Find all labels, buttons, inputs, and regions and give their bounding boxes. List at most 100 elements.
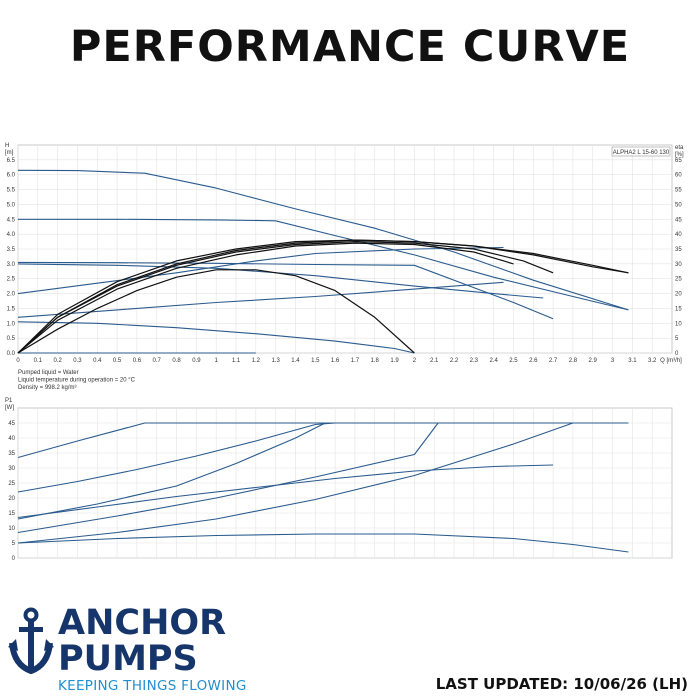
y-right-tick-label: 50 bbox=[675, 202, 682, 208]
y-tick-label: 1.0 bbox=[7, 321, 16, 327]
power-y-tick-label: 40 bbox=[8, 436, 15, 442]
x-tick-label: 2.1 bbox=[430, 358, 439, 364]
y-axis-label: H bbox=[5, 143, 9, 149]
power-y-tick-label: 0 bbox=[12, 556, 16, 562]
power-y-tick-label: 20 bbox=[8, 496, 15, 502]
y-right-tick-label: 25 bbox=[675, 277, 682, 283]
liquid-note-0: Pumped liquid = Water bbox=[18, 370, 79, 376]
x-tick-label: 1.7 bbox=[351, 358, 360, 364]
y-axis-unit: [m] bbox=[5, 150, 14, 156]
x-tick-label: 2.6 bbox=[529, 358, 538, 364]
head-curve-3 bbox=[17, 263, 544, 299]
y-right-tick-label: 55 bbox=[675, 188, 682, 194]
x-tick-label: 2 bbox=[413, 358, 417, 364]
y-tick-label: 2.5 bbox=[7, 277, 16, 283]
power-curve-4 bbox=[17, 422, 629, 534]
efficiency-curve-3 bbox=[17, 242, 514, 354]
x-tick-label: 1.8 bbox=[371, 358, 380, 364]
y-tick-label: 4.5 bbox=[7, 217, 16, 223]
model-label: ALPHA2 L 15-60 130 bbox=[613, 150, 670, 156]
y-tick-label: 3.0 bbox=[7, 262, 16, 268]
power-y-tick-label: 25 bbox=[8, 481, 15, 487]
model-label-box bbox=[611, 146, 671, 157]
y-right-tick-label: 65 bbox=[675, 158, 682, 164]
power-y-tick-label: 10 bbox=[8, 526, 15, 532]
x-tick-label: 3.2 bbox=[648, 358, 657, 364]
anchor-icon bbox=[8, 607, 54, 675]
efficiency-curve-1 bbox=[17, 239, 629, 354]
y-tick-label: 6.0 bbox=[7, 173, 16, 179]
x-tick-label: 0.5 bbox=[113, 358, 122, 364]
y-right-tick-label: 20 bbox=[675, 292, 682, 298]
power-curve-0 bbox=[17, 422, 629, 459]
brand-tagline: KEEPING THINGS FLOWING bbox=[58, 678, 247, 694]
y-right-axis-label: eta bbox=[675, 145, 684, 151]
power-curve-1 bbox=[17, 422, 629, 493]
y-tick-label: 4.0 bbox=[7, 232, 16, 238]
x-tick-label: 2.9 bbox=[589, 358, 598, 364]
x-tick-label: 2.7 bbox=[549, 358, 558, 364]
x-tick-label: 0.1 bbox=[34, 358, 43, 364]
efficiency-curve-2 bbox=[17, 240, 554, 354]
x-axis-label: Q [m³/h] bbox=[660, 358, 682, 364]
liquid-note-1: Liquid temperature during operation = 20… bbox=[18, 378, 136, 384]
head-curve-4 bbox=[17, 246, 504, 295]
power-y-tick-label: 30 bbox=[8, 466, 15, 472]
x-tick-label: 2.3 bbox=[470, 358, 479, 364]
y-right-tick-label: 15 bbox=[675, 306, 682, 312]
head-curve-2 bbox=[17, 261, 554, 320]
power-curve-6 bbox=[17, 533, 629, 553]
x-tick-label: 0 bbox=[16, 358, 20, 364]
power-y-tick-label: 35 bbox=[8, 451, 15, 457]
x-tick-label: 0.7 bbox=[153, 358, 162, 364]
power-y-tick-label: 5 bbox=[12, 541, 16, 547]
x-tick-label: 0.9 bbox=[192, 358, 201, 364]
head-curve-5 bbox=[17, 281, 504, 318]
y-tick-label: 3.5 bbox=[7, 247, 16, 253]
power-y-tick-label: 15 bbox=[8, 511, 15, 517]
x-tick-label: 0.6 bbox=[133, 358, 142, 364]
x-tick-label: 1.1 bbox=[232, 358, 241, 364]
x-tick-label: 3.1 bbox=[628, 358, 637, 364]
performance-chart: 0 0.1 0.2 0.3 0.4 0.5 0.6 0.7 0.8 0.9 1 1.1 1.2 1.3 1.… bbox=[5, 143, 684, 562]
power-y-axis-unit: [W] bbox=[5, 405, 14, 411]
y-tick-label: 0.0 bbox=[7, 351, 16, 357]
last-updated: LAST UPDATED: 10/06/26 (LH) bbox=[435, 675, 688, 693]
y-right-tick-label: 45 bbox=[675, 217, 682, 223]
x-tick-label: 1.5 bbox=[311, 358, 320, 364]
y-right-tick-label: 0 bbox=[675, 351, 679, 357]
x-tick-label: 2.2 bbox=[450, 358, 459, 364]
x-tick-label: 1.9 bbox=[390, 358, 399, 364]
y-right-tick-label: 30 bbox=[675, 262, 682, 268]
head-curve-1 bbox=[18, 218, 629, 311]
y-tick-label: 1.5 bbox=[7, 306, 16, 312]
power-y-axis-label: P1 bbox=[5, 398, 13, 404]
x-tick-label: 0.3 bbox=[73, 358, 82, 364]
x-tick-label: 3 bbox=[611, 358, 615, 364]
y-tick-label: 6.5 bbox=[7, 158, 16, 164]
x-tick-label: 1 bbox=[215, 358, 219, 364]
head-curve-6 bbox=[17, 321, 415, 354]
x-tick-label: 1.3 bbox=[271, 358, 280, 364]
y-right-tick-label: 10 bbox=[675, 321, 682, 327]
x-tick-label: 2.4 bbox=[489, 358, 498, 364]
x-tick-label: 0.2 bbox=[53, 358, 62, 364]
y-tick-label: 5.5 bbox=[7, 188, 16, 194]
y-right-tick-label: 5 bbox=[675, 336, 679, 342]
power-curve-2 bbox=[17, 422, 629, 520]
brand-name-line1: ANCHOR bbox=[58, 603, 227, 643]
y-tick-label: 0.5 bbox=[7, 336, 16, 342]
brand-logo: ANCHOR PUMPS KEEPING THINGS FLOWING bbox=[8, 605, 248, 695]
power-curve-3 bbox=[17, 464, 554, 519]
power-curve-5 bbox=[17, 422, 629, 544]
efficiency-curve-4 bbox=[17, 269, 415, 354]
y-right-tick-label: 60 bbox=[675, 173, 682, 179]
y-tick-label: 5.0 bbox=[7, 202, 16, 208]
efficiency-curve-0 bbox=[17, 239, 629, 354]
brand-name-line2: PUMPS bbox=[58, 639, 198, 679]
x-tick-label: 1.4 bbox=[291, 358, 300, 364]
y-right-axis-unit: [%] bbox=[675, 152, 684, 158]
head-curve-0 bbox=[17, 169, 629, 311]
x-tick-label: 0.4 bbox=[93, 358, 102, 364]
y-right-tick-label: 40 bbox=[675, 232, 682, 238]
